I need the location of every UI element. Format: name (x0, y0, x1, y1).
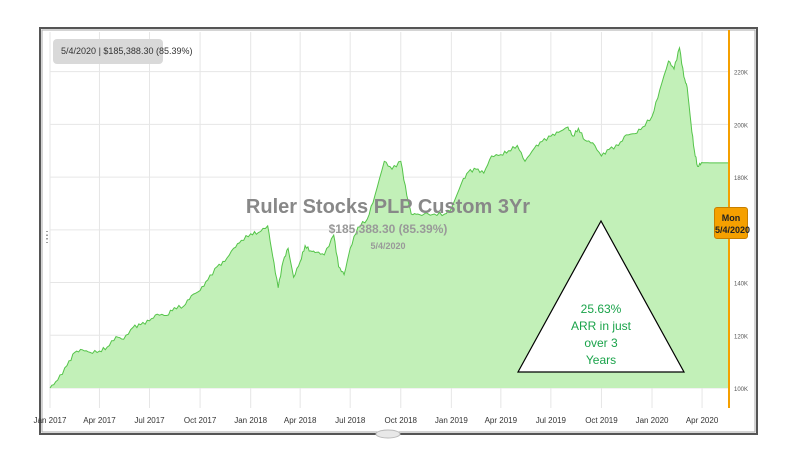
crosshair-date-flag: Mon 5/4/2020 (714, 207, 751, 239)
x-tick-label: Apr 2017 (83, 416, 116, 425)
y-tick-label: 180K (734, 176, 748, 182)
date-flag-day: Mon (721, 213, 741, 223)
x-axis: Jan 2017 Apr 2017 Jul 2017 Oct 2017 Jan 2018… (34, 416, 719, 425)
chart-subtitle-date: 5/4/2020 (370, 241, 405, 251)
annotation-line-4: Years (586, 353, 616, 367)
x-tick-label: Jul 2017 (134, 416, 165, 425)
chart-subtitle-value: $185,388.30 (85.39%) (329, 222, 448, 236)
tooltip-value: | $185,388.30 (85.39%) (98, 46, 193, 56)
x-tick-label: Oct 2018 (385, 416, 418, 425)
x-tick-label: Apr 2020 (686, 416, 719, 425)
tooltip-date: 5/4/2020 (61, 46, 97, 56)
annotation-line-2: ARR in just (571, 319, 632, 333)
y-tick-label: 140K (734, 282, 748, 288)
tooltip: 5/4/2020 | $185,388.30 (85.39%) (53, 39, 192, 64)
y-tick-label: 200K (734, 123, 748, 129)
x-tick-label: Apr 2018 (284, 416, 317, 425)
annotation-line-1: 25.63% (581, 302, 622, 316)
y-tick-label: 120K (734, 334, 748, 340)
date-flag-date: 5/4/2020 (715, 225, 751, 235)
resize-handle[interactable]: ⋮ ⋮ (42, 230, 52, 245)
x-tick-label: Oct 2019 (585, 416, 618, 425)
chart-title: Ruler Stocks PLP Custom 3Yr (246, 196, 530, 218)
x-tick-label: Oct 2017 (184, 416, 217, 425)
y-tick-label: 100K (734, 387, 748, 393)
x-tick-label: Jan 2017 (34, 416, 67, 425)
x-tick-label: Jan 2018 (234, 416, 267, 425)
x-tick-label: Jan 2020 (636, 416, 669, 425)
annotation-line-3: over 3 (584, 336, 618, 350)
series-line (49, 45, 729, 389)
x-tick-label: Jul 2019 (536, 416, 567, 425)
x-tick-label: Apr 2019 (485, 416, 518, 425)
x-tick-label: Jul 2018 (335, 416, 366, 425)
x-tick-label: Jan 2019 (435, 416, 468, 425)
y-tick-label: 220K (734, 71, 748, 77)
scroll-handle[interactable] (375, 429, 401, 439)
annotation-triangle (516, 219, 686, 373)
